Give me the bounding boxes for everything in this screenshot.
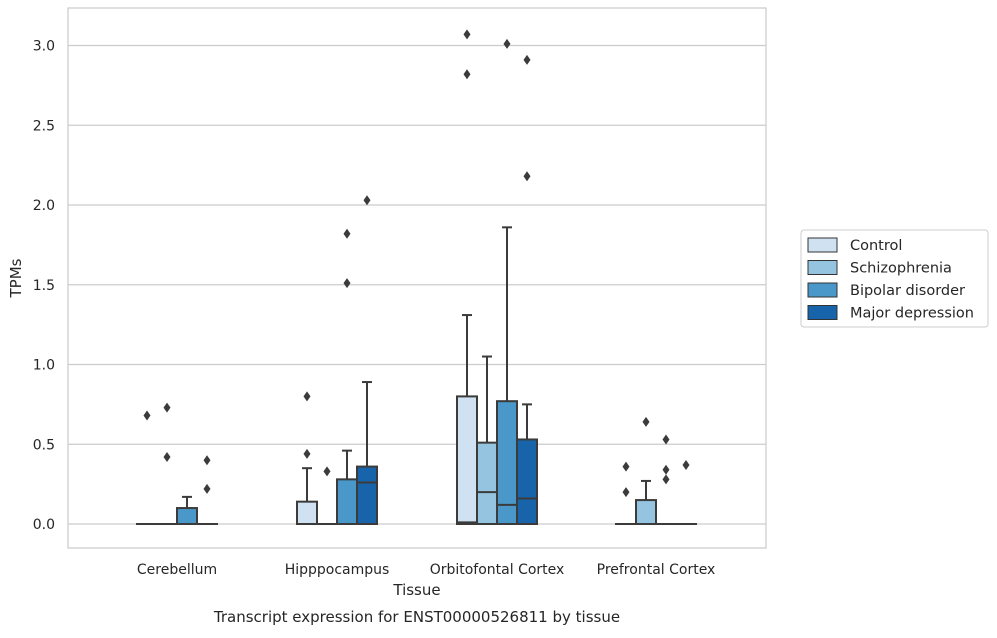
outlier-point (663, 434, 670, 444)
legend-swatch (808, 306, 837, 320)
plot-frame (68, 8, 766, 548)
y-tick-labels: 0.0 0.5 1.0 1.5 2.0 2.5 3.0 (33, 39, 55, 534)
outlier-point (663, 474, 670, 484)
legend-label: Bipolar disorder (850, 283, 965, 299)
outlier-point (324, 466, 331, 476)
box-rect (297, 502, 317, 524)
legend-swatch (808, 283, 837, 297)
outlier-point (304, 391, 311, 401)
x-tick-label: Prefrontal Cortex (597, 562, 716, 578)
outlier-point (524, 171, 531, 181)
outlier-point (524, 55, 531, 65)
y-tick-label: 2.0 (33, 198, 55, 214)
box-group (357, 195, 377, 524)
outlier-point (164, 452, 171, 462)
box-rect (636, 500, 656, 524)
outlier-point (683, 460, 690, 470)
chart-caption: Transcript expression for ENST0000052681… (213, 608, 620, 626)
outlier-point (623, 487, 630, 497)
outlier-point (204, 484, 211, 494)
box-group (197, 455, 217, 524)
legend: Control Schizophrenia Bipolar disorder Majo… (801, 230, 988, 327)
legend-swatch (808, 261, 837, 275)
y-tick-label: 0.0 (33, 517, 55, 533)
box-group (317, 466, 337, 524)
box-group (177, 497, 197, 524)
outlier-point (204, 455, 211, 465)
x-axis-label: Tissue (392, 581, 440, 599)
box-group (457, 29, 477, 524)
grid-layer (68, 46, 766, 525)
outlier-point (304, 449, 311, 459)
box-group (157, 403, 177, 524)
y-tick-label: 1.5 (33, 278, 55, 294)
box-group (337, 229, 357, 524)
outlier-point (623, 462, 630, 472)
box-group (137, 411, 157, 524)
box-rect (177, 508, 197, 524)
outlier-point (144, 411, 151, 421)
box-group (676, 460, 696, 524)
outlier-point (643, 417, 650, 427)
box-rect (357, 467, 377, 524)
y-tick-label: 3.0 (33, 39, 55, 55)
legend-label: Major depression (850, 306, 974, 322)
box-rect (337, 479, 357, 524)
y-tick-label: 2.5 (33, 118, 55, 134)
box-rect (477, 443, 497, 524)
box-group (477, 357, 497, 524)
outlier-point (164, 403, 171, 413)
y-axis-label: TPMs (7, 258, 25, 298)
outlier-point (344, 278, 351, 288)
outlier-point (364, 195, 371, 205)
outlier-point (344, 229, 351, 239)
box-rect (457, 396, 477, 524)
outlier-point (464, 29, 471, 39)
legend-label: Control (850, 238, 902, 254)
box-group (497, 39, 517, 524)
box-group (636, 417, 656, 524)
y-tick-label: 0.5 (33, 437, 55, 453)
outlier-point (464, 69, 471, 79)
x-tick-label: Cerebellum (137, 562, 217, 578)
box-group (656, 434, 676, 524)
y-tick-label: 1.0 (33, 358, 55, 374)
x-tick-label: Orbitofontal Cortex (430, 562, 565, 578)
box-group (297, 391, 317, 524)
outlier-point (504, 39, 511, 49)
legend-label: Schizophrenia (850, 261, 952, 277)
x-tick-label: Hipppocampus (285, 562, 390, 578)
box-rect (517, 439, 537, 524)
box-group (616, 462, 636, 524)
outlier-point (663, 465, 670, 475)
box-layer (137, 29, 696, 524)
x-tick-labels: Cerebellum Hipppocampus Orbitofontal Corte… (137, 562, 715, 578)
legend-swatch (808, 238, 837, 252)
